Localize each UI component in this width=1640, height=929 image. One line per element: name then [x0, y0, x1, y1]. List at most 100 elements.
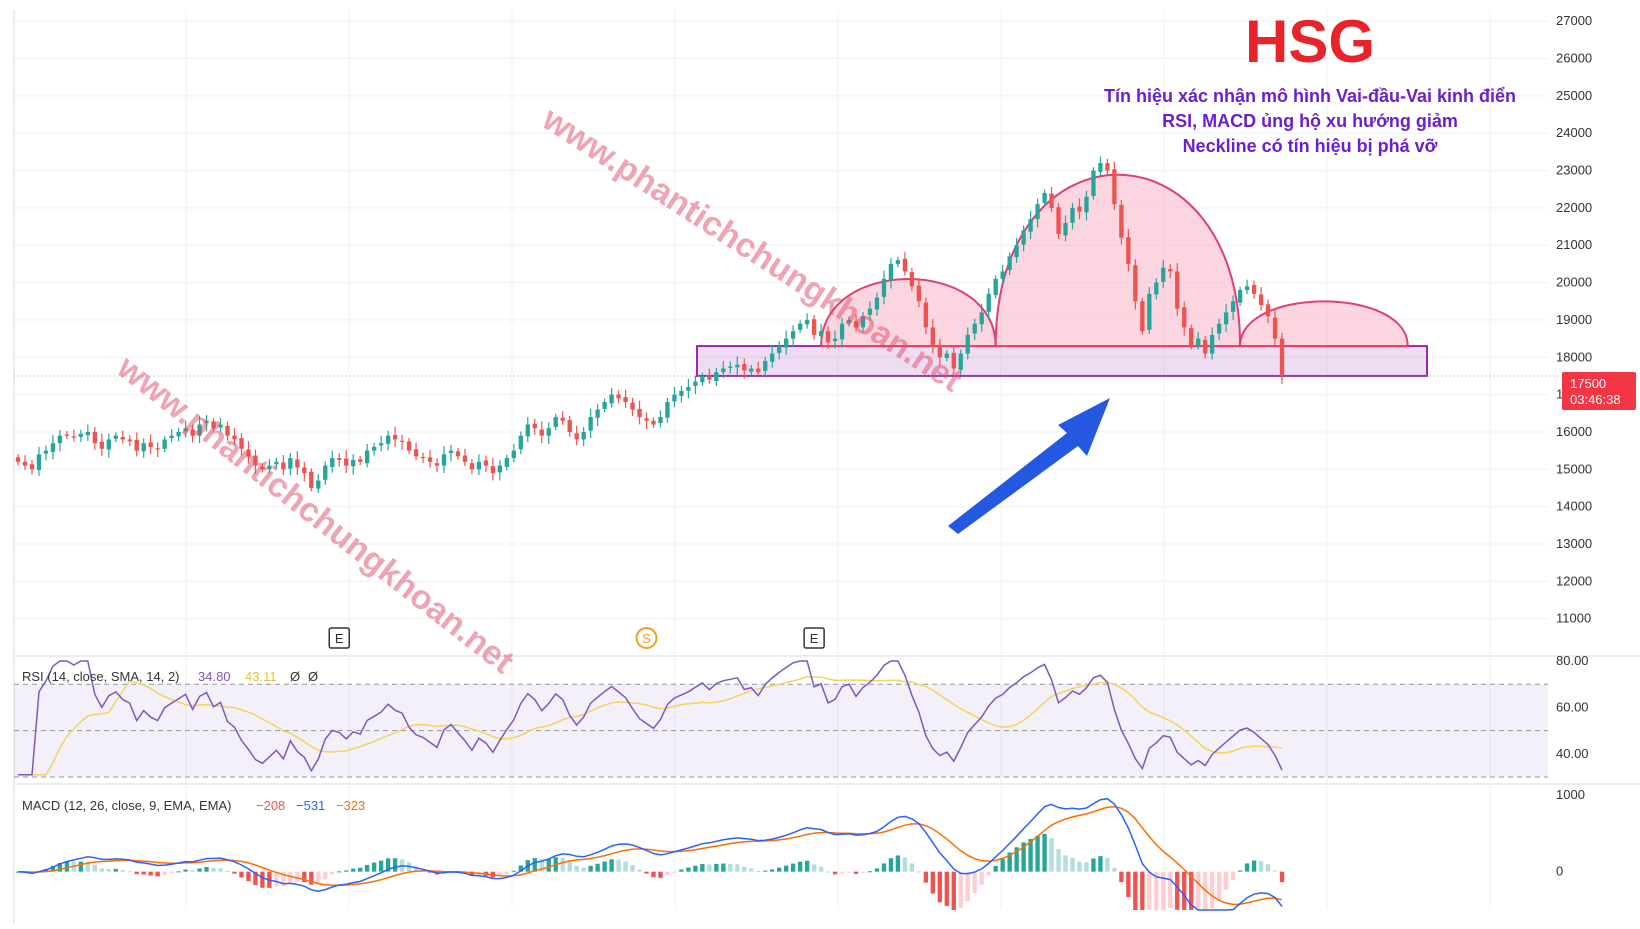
rsi-tick-label: 60.00 [1556, 699, 1589, 714]
candle [511, 450, 516, 459]
event-split-label: S [642, 631, 651, 646]
macd-histogram-bar [344, 870, 349, 872]
macd-histogram-bar [539, 859, 544, 872]
candle [134, 439, 139, 451]
candle [99, 441, 104, 449]
rsi-extra-1: Ø [290, 669, 300, 684]
macd-histogram-bar [965, 871, 970, 901]
macd-histogram-bar [64, 861, 70, 872]
candle [1196, 338, 1201, 346]
candle [57, 435, 63, 444]
candle [951, 352, 956, 369]
candle [714, 372, 719, 382]
candle [85, 431, 90, 436]
candle [909, 272, 915, 287]
macd-histogram-bar [1189, 871, 1194, 910]
candle [155, 448, 160, 450]
macd-histogram-bar [860, 871, 866, 873]
candle [784, 338, 789, 348]
macd-histogram-bar [679, 869, 684, 872]
macd-histogram-bar [1042, 833, 1047, 872]
macd-signal-line [17, 805, 1283, 906]
macd-histogram-bar [162, 871, 167, 875]
macd-histogram-bar [1161, 871, 1166, 910]
price-tick-label: 14000 [1556, 499, 1592, 514]
candle [930, 327, 935, 347]
macd-histogram-bar [518, 865, 523, 872]
candle [832, 338, 838, 341]
price-tick-label: 24000 [1556, 125, 1592, 140]
macd-histogram-bar [728, 863, 733, 872]
rsi-sma-line [18, 676, 1283, 776]
macd-histogram-bar [693, 865, 698, 872]
macd-histogram-bar [413, 866, 419, 872]
candle [295, 459, 300, 468]
macd-histogram-bar [385, 858, 391, 872]
candle [141, 443, 146, 452]
macd-histogram-bar [365, 864, 370, 872]
candle [1091, 170, 1096, 197]
macd-histogram-bar [567, 861, 572, 872]
candle [1168, 268, 1173, 272]
candle [616, 394, 621, 399]
candle [525, 424, 530, 437]
macd-histogram-bar [1182, 871, 1187, 910]
candle [867, 308, 873, 315]
candle [204, 420, 209, 424]
macd-histogram-bar [630, 865, 635, 872]
candle [588, 417, 593, 431]
macd-histogram-bar [1112, 867, 1117, 872]
macd-histogram-bar [825, 871, 831, 873]
macd-histogram-bar [1265, 864, 1271, 872]
macd-histogram-bar [190, 870, 195, 872]
candle [15, 457, 21, 462]
candle [246, 449, 251, 457]
candle [888, 263, 894, 281]
candle [1035, 204, 1040, 220]
candle [539, 429, 544, 436]
macd-histogram-bar [1091, 858, 1096, 872]
candle [651, 420, 656, 425]
macd-histogram-bar [909, 863, 915, 872]
event-earnings-marker [328, 627, 350, 649]
candle [553, 417, 558, 427]
macd-label: MACD (12, 26, close, 9, EMA, EMA) [22, 798, 232, 813]
macd-histogram-bar [1237, 870, 1243, 872]
macd-histogram-bar [1230, 871, 1236, 880]
candle [358, 459, 363, 462]
macd-histogram-bar [155, 871, 160, 877]
candle [923, 302, 929, 328]
candle [665, 402, 670, 418]
macd-histogram-bar [686, 867, 691, 872]
candle [392, 435, 398, 440]
candle [127, 439, 132, 442]
price-tick-label: 16000 [1556, 424, 1592, 439]
macd-histogram-bar [804, 860, 810, 872]
candle [560, 417, 565, 421]
macd-histogram-bar [92, 864, 97, 872]
candle [1014, 245, 1019, 258]
macd-histogram-bar [351, 868, 356, 872]
macd-histogram-bar [986, 871, 991, 876]
macd-histogram-bar [1084, 862, 1089, 872]
rsi-label: RSI (14, close, SMA, 14, 2) [22, 669, 180, 684]
macd-histogram-bar [993, 865, 998, 872]
candle [944, 353, 949, 358]
price-tick-label: 23000 [1556, 163, 1592, 178]
rsi-panel: 80.00 60.00 40.00 [14, 653, 1589, 778]
macd-histogram-bar [658, 871, 663, 878]
macd-histogram-bar [790, 863, 796, 872]
macd-histogram-bar [120, 869, 125, 872]
candle [1140, 301, 1145, 332]
candle [1098, 163, 1103, 172]
macd-histogram-bar [923, 871, 929, 883]
rsi-sma-value: 43.11 [245, 669, 277, 684]
macd-histogram-bar [546, 858, 551, 872]
macd-histogram-bar [1063, 855, 1068, 872]
macd-histogram-bar [246, 871, 251, 882]
candle [532, 423, 537, 429]
candle [29, 464, 35, 470]
macd-histogram-bar [218, 868, 223, 872]
